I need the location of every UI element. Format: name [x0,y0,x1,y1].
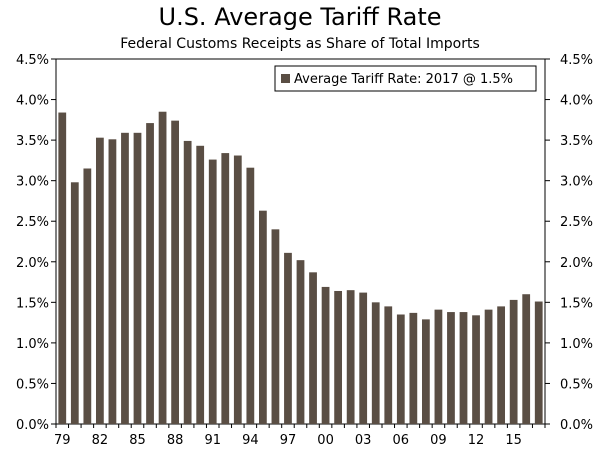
bar-1983 [108,139,117,425]
bar-2002 [346,290,355,424]
x-tick-label: 91 [204,433,221,448]
y-tick-label-left: 0.5% [16,377,49,392]
x-tick-label: 03 [355,433,372,448]
bar-2011 [459,312,468,424]
legend-box [274,65,537,92]
bar-1997 [284,252,292,424]
x-tick-label: 94 [242,433,259,448]
x-tick-label: 06 [393,433,410,448]
y-tick-label-right: 0.5% [560,377,593,392]
bar-1999 [309,272,317,424]
y-tick-label-right: 3.5% [560,134,593,149]
bar-1988 [171,120,180,425]
bar-2014 [497,306,506,424]
x-tick-label: 12 [468,433,485,448]
bar-2006 [396,314,405,424]
y-tick-label-left: 2.0% [16,256,49,271]
bar-1990 [196,145,205,425]
x-tick-label: 82 [92,433,109,448]
y-tick-label-left: 2.5% [16,215,49,230]
bar-2015 [509,299,518,424]
y-axis-right: 0.0% 0.5% 1.0% 1.5% 2.0% 2.5% 3.0% 3.5% 4.0% 4.5% [545,53,593,433]
bar-2003 [359,292,368,424]
bar-1994 [246,167,255,424]
x-tick-label: 97 [280,433,297,448]
y-tick-label-right: 3.0% [560,175,593,190]
bar-1985 [133,132,142,425]
x-tick-label: 00 [317,433,334,448]
bar-1995 [258,210,267,424]
bar-1986 [146,123,154,425]
chart-title: U.S. Average Tariff Rate [158,3,442,31]
bar-2013 [484,309,493,424]
y-tick-label-right: 0.0% [560,418,593,433]
legend-swatch [281,74,290,83]
bar-1991 [208,159,217,425]
bar-2009 [434,309,443,424]
legend: Average Tariff Rate: 2017 @ 1.5% [274,65,537,92]
y-tick-label-right: 4.5% [560,53,593,68]
y-tick-label-right: 1.5% [560,296,593,311]
x-tick-label: 85 [129,433,146,448]
y-tick-label-left: 3.5% [16,134,49,149]
x-tick-label: 15 [505,433,522,448]
bar-2017 [534,301,543,424]
bar-2008 [421,319,430,424]
y-tick-label-right: 1.0% [560,337,593,352]
bar-2016 [522,294,531,424]
y-tick-label-left: 4.5% [16,53,49,68]
bar-1996 [271,229,280,424]
bar-1984 [121,132,129,425]
y-axis-left: 0.0% 0.5% 1.0% 1.5% 2.0% 2.5% 3.0% 3.5% 4.0% 4.5% [16,53,56,433]
y-tick-label-right: 2.5% [560,215,593,230]
bar-1992 [221,153,230,425]
bar-1979 [58,112,67,425]
bar-2001 [334,290,343,424]
bar-1980 [70,182,79,424]
y-tick-label-left: 0.0% [16,418,49,433]
x-axis: 79 82 85 88 91 94 97 00 03 06 09 12 15 [54,424,546,448]
bar-2000 [321,286,330,424]
bar-2004 [371,302,380,424]
bar-2012 [472,315,480,424]
x-tick-label: 79 [54,433,71,448]
chart-subtitle: Federal Customs Receipts as Share of Tot… [120,36,480,52]
y-tick-label-right: 4.0% [560,94,593,109]
y-tick-label-left: 1.0% [16,337,49,352]
bar-series [58,111,543,425]
y-tick-label-left: 1.5% [16,296,49,311]
bar-1989 [183,140,192,424]
y-tick-label-left: 4.0% [16,94,49,109]
x-tick-label: 09 [430,433,447,448]
bar-1998 [296,260,305,424]
bar-1987 [158,111,167,424]
bar-1993 [233,155,242,424]
legend-label: Average Tariff Rate: 2017 @ 1.5% [294,72,513,87]
bar-1982 [95,137,104,424]
bar-1981 [83,168,92,424]
bar-2010 [447,312,455,424]
x-tick-label: 88 [167,433,184,448]
y-tick-label-right: 2.0% [560,256,593,271]
y-tick-label-left: 3.0% [16,175,49,190]
bar-2007 [409,312,418,424]
bar-2005 [384,306,393,424]
